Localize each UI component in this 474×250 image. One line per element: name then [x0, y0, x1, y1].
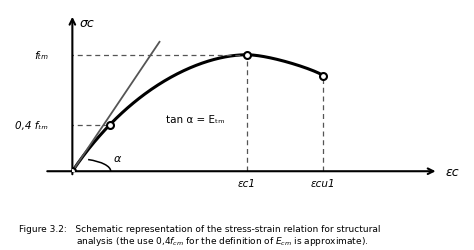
- Text: 0,4 fₜₘ: 0,4 fₜₘ: [15, 120, 48, 130]
- Text: α: α: [114, 154, 121, 164]
- Text: εcu1: εcu1: [311, 178, 336, 188]
- Text: σc: σc: [79, 17, 94, 30]
- Text: fₜₘ: fₜₘ: [34, 50, 48, 60]
- Text: Figure 3.2:   Schematic representation of the stress-strain relation for structu: Figure 3.2: Schematic representation of …: [19, 224, 381, 248]
- Text: εc: εc: [446, 165, 459, 178]
- Text: εc1: εc1: [237, 178, 255, 188]
- Text: tan α = Eₜₘ: tan α = Eₜₘ: [166, 114, 225, 124]
